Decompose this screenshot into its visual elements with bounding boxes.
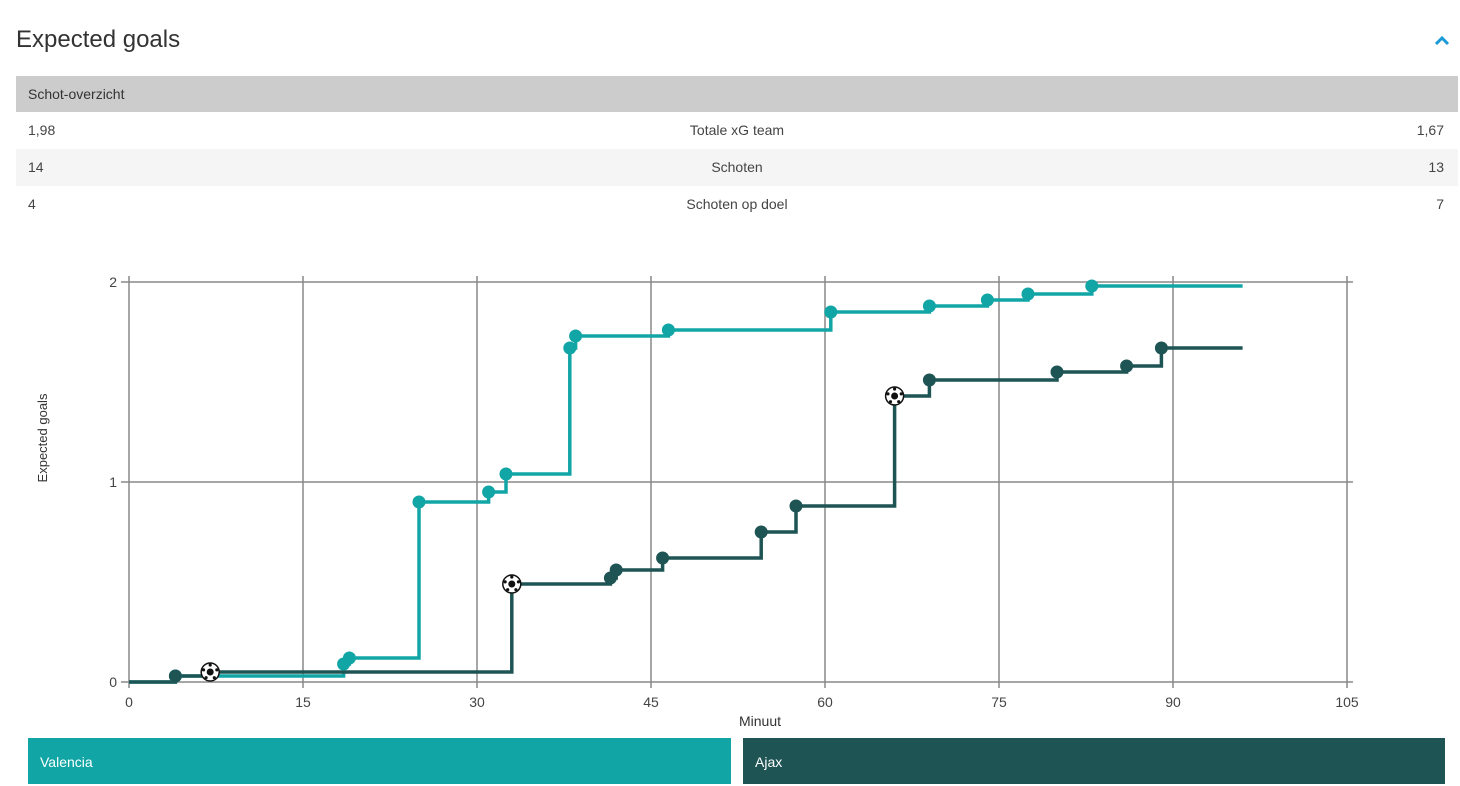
shot-point[interactable] — [168, 669, 182, 683]
section-title: Expected goals — [16, 26, 181, 53]
x-tick-label: 90 — [1165, 694, 1181, 710]
shot-point[interactable] — [656, 551, 670, 565]
y-tick-label: 0 — [109, 674, 117, 690]
legend-label: Valencia — [40, 754, 93, 770]
row-label: Schoten — [711, 159, 763, 175]
shot-point[interactable] — [922, 299, 936, 313]
shot-point[interactable] — [789, 499, 803, 513]
y-axis-label: Expected goals — [35, 393, 50, 482]
chart-grid — [121, 276, 1353, 688]
home-value: 14 — [28, 159, 44, 175]
shot-summary-heading: Schot-overzicht — [16, 76, 1458, 112]
goal-marker-icon[interactable] — [884, 386, 905, 406]
shot-point[interactable] — [482, 485, 496, 499]
chevron-up-icon — [1434, 35, 1450, 46]
x-tick-label: 105 — [1335, 694, 1359, 710]
shot-point[interactable] — [563, 341, 577, 355]
row-label: Schoten op doel — [686, 196, 788, 212]
y-tick-label: 1 — [109, 474, 117, 490]
x-tick-label: 30 — [469, 694, 485, 710]
shot-point[interactable] — [1120, 359, 1134, 373]
xg-timeline-chart: 0 15 30 45 60 75 90 105 0 1 2 Minuut Expected goal… — [35, 274, 1359, 729]
shot-summary-table: Schot-overzicht 1,98 Totale xG team 1,67… — [16, 76, 1458, 223]
shot-point[interactable] — [609, 563, 623, 577]
home-value: 4 — [28, 196, 36, 212]
shot-point[interactable] — [499, 467, 513, 481]
shot-point[interactable] — [661, 323, 675, 337]
away-value: 1,67 — [1416, 122, 1444, 138]
collapse-button[interactable] — [1432, 30, 1452, 50]
shot-point[interactable] — [754, 525, 768, 539]
series-line-valencia — [129, 284, 1243, 684]
away-value: 13 — [1428, 159, 1444, 175]
legend-ajax[interactable]: Ajax — [743, 738, 1445, 784]
shot-point[interactable] — [569, 329, 583, 343]
shot-point[interactable] — [1085, 279, 1099, 293]
shot-point[interactable] — [1050, 365, 1064, 379]
shot-point[interactable] — [342, 651, 356, 665]
x-tick-label: 0 — [125, 694, 133, 710]
section-header: Expected goals — [16, 22, 1460, 62]
shot-point[interactable] — [922, 373, 936, 387]
chart-axes: 0 15 30 45 60 75 90 105 0 1 2 — [109, 274, 1359, 710]
x-tick-label: 15 — [295, 694, 311, 710]
x-tick-label: 45 — [643, 694, 659, 710]
goal-marker-icon[interactable] — [502, 574, 522, 594]
shot-point[interactable] — [824, 305, 838, 319]
x-axis-label: Minuut — [739, 713, 781, 729]
x-tick-label: 60 — [817, 694, 833, 710]
y-tick-label: 2 — [109, 274, 117, 290]
shot-point[interactable] — [1021, 287, 1035, 301]
row-label: Totale xG team — [689, 122, 785, 138]
away-value: 7 — [1436, 196, 1444, 212]
series-line-ajax — [129, 346, 1243, 684]
table-row: 1,98 Totale xG team 1,67 — [16, 112, 1458, 149]
x-tick-label: 75 — [991, 694, 1007, 710]
legend-label: Ajax — [755, 754, 783, 770]
chart-series — [129, 279, 1243, 684]
goal-marker-icon[interactable] — [200, 662, 220, 682]
shot-point[interactable] — [1154, 341, 1168, 355]
shot-point[interactable] — [412, 495, 426, 509]
shot-point[interactable] — [980, 293, 994, 307]
table-row: 4 Schoten op doel 7 — [16, 186, 1458, 223]
table-row: 14 Schoten 13 — [16, 149, 1458, 186]
legend-valencia[interactable]: Valencia — [28, 738, 731, 784]
home-value: 1,98 — [28, 122, 56, 138]
